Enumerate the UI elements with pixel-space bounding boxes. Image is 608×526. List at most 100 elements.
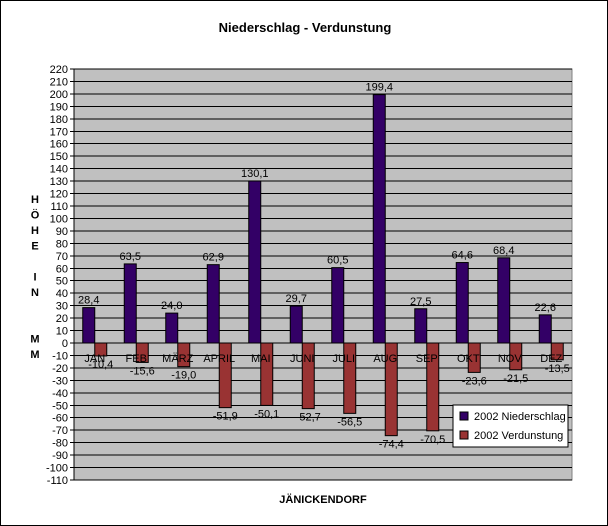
bar	[414, 308, 428, 344]
legend-entry: 2002 Verdunstung	[474, 430, 563, 442]
y-tick-label: 130	[50, 176, 68, 188]
category-label: DEZ	[540, 353, 562, 365]
y-tick-label: 30	[56, 301, 68, 313]
y-tick-label: 170	[50, 126, 68, 138]
bar	[289, 305, 303, 344]
y-tick-label: -20	[52, 363, 68, 375]
data-label: 64,6	[452, 250, 473, 262]
data-label: 63,5	[120, 251, 141, 263]
bar	[123, 263, 137, 344]
bar	[497, 257, 511, 344]
y-tick-label: -40	[52, 388, 68, 400]
y-tick-label: 210	[50, 76, 68, 88]
data-label: 27,5	[410, 296, 431, 308]
data-labels: 28,4 -10,4 63,5 -15,6 24,0 -19,0 62,9 -51,9 130,…	[78, 82, 570, 451]
data-label: -10,4	[88, 359, 113, 371]
y-axis-label-letter: E	[31, 241, 38, 253]
legend-swatch	[459, 430, 469, 440]
data-label: -70,5	[420, 434, 445, 446]
y-tick-label: 180	[50, 114, 68, 126]
legend-entry: 2002 Niederschlag	[474, 411, 566, 423]
bar	[82, 307, 96, 344]
plot-area	[73, 68, 573, 481]
y-tick-label: -90	[52, 450, 68, 462]
data-label: 24,0	[161, 300, 182, 312]
data-label: -21,5	[503, 373, 528, 385]
y-tick-label: 220	[50, 64, 68, 76]
data-label: 130,1	[241, 168, 269, 180]
bar	[248, 180, 262, 344]
data-label: -19,0	[171, 370, 196, 382]
category-label: JAN	[84, 353, 105, 365]
data-label: 22,6	[535, 302, 556, 314]
y-axis-label-letter: H	[31, 194, 39, 206]
y-tick-label: 120	[50, 189, 68, 201]
y-tick-label: 50	[56, 276, 68, 288]
y-axis-ticks: -110-100-90-80-70-60-50-40-30-20-1001020…	[46, 64, 75, 487]
y-tick-label: 200	[50, 89, 68, 101]
y-tick-label: 160	[50, 139, 68, 151]
legend: 2002 Niederschlag 2002 Verdunstung	[452, 404, 569, 448]
data-label: 29,7	[286, 293, 307, 305]
category-label: JULI	[332, 353, 355, 365]
data-label: -23,6	[462, 375, 487, 387]
chart-title: Niederschlag - Verdunstung	[219, 20, 392, 35]
y-tick-label: -70	[52, 425, 68, 437]
y-tick-label: -110	[47, 475, 68, 487]
category-label: FEB	[126, 353, 147, 365]
data-label: -52,7	[296, 412, 321, 424]
category-label: OKT	[457, 353, 480, 365]
category-labels: JAN FEB MÄRZ APRIL MAI JUNI JULI AUG SEP OKT NOV DE…	[84, 353, 562, 365]
category-label: APRIL	[203, 353, 235, 365]
y-tick-label: 80	[56, 238, 68, 250]
y-tick-label: -10	[52, 350, 68, 362]
category-label: NOV	[498, 353, 523, 365]
y-tick-label: 90	[56, 226, 68, 238]
bar	[455, 262, 469, 344]
y-tick-label: 10	[56, 326, 68, 338]
legend-swatch	[459, 411, 469, 421]
data-label: -15,6	[130, 365, 155, 377]
data-label: -50,1	[254, 408, 279, 420]
category-label: MAI	[251, 353, 271, 365]
y-tick-label: -80	[52, 438, 68, 450]
data-label: -74,4	[379, 439, 404, 451]
bar	[165, 312, 179, 344]
bars	[74, 94, 572, 437]
data-label: -56,5	[337, 416, 362, 428]
data-label: 199,4	[365, 82, 393, 94]
y-tick-label: 0	[62, 338, 68, 350]
y-tick-label: 140	[50, 164, 68, 176]
y-axis-label-letter: Ö	[31, 209, 40, 222]
y-tick-label: -30	[52, 375, 68, 387]
x-axis-title: JÄNICKENDORF	[279, 493, 367, 506]
bar	[206, 264, 220, 344]
y-axis-label-letter: H	[31, 225, 39, 237]
y-tick-label: -100	[46, 463, 68, 475]
y-axis-label-letter: I	[33, 272, 36, 284]
category-label: JUNI	[290, 353, 314, 365]
y-tick-label: -60	[52, 413, 68, 425]
category-label: SEP	[416, 353, 438, 365]
legend-box	[452, 404, 569, 448]
bar	[538, 314, 552, 344]
data-label: 28,4	[78, 295, 99, 307]
y-tick-label: 60	[56, 263, 68, 275]
category-label: MÄRZ	[162, 353, 193, 365]
bar	[372, 94, 386, 344]
data-label: 62,9	[203, 252, 224, 264]
y-tick-label: 110	[50, 201, 68, 213]
y-tick-label: 70	[56, 251, 68, 263]
y-tick-label: 150	[50, 151, 68, 163]
y-tick-label: 40	[56, 288, 68, 300]
bar	[331, 267, 345, 344]
data-label: -13,5	[545, 363, 570, 375]
y-axis-label-letter: N	[31, 287, 39, 299]
category-label: AUG	[373, 353, 397, 365]
data-label: 60,5	[327, 255, 348, 267]
y-axis-label-letter: M	[30, 334, 39, 346]
y-tick-label: 190	[50, 101, 68, 113]
y-tick-label: 20	[56, 313, 68, 325]
